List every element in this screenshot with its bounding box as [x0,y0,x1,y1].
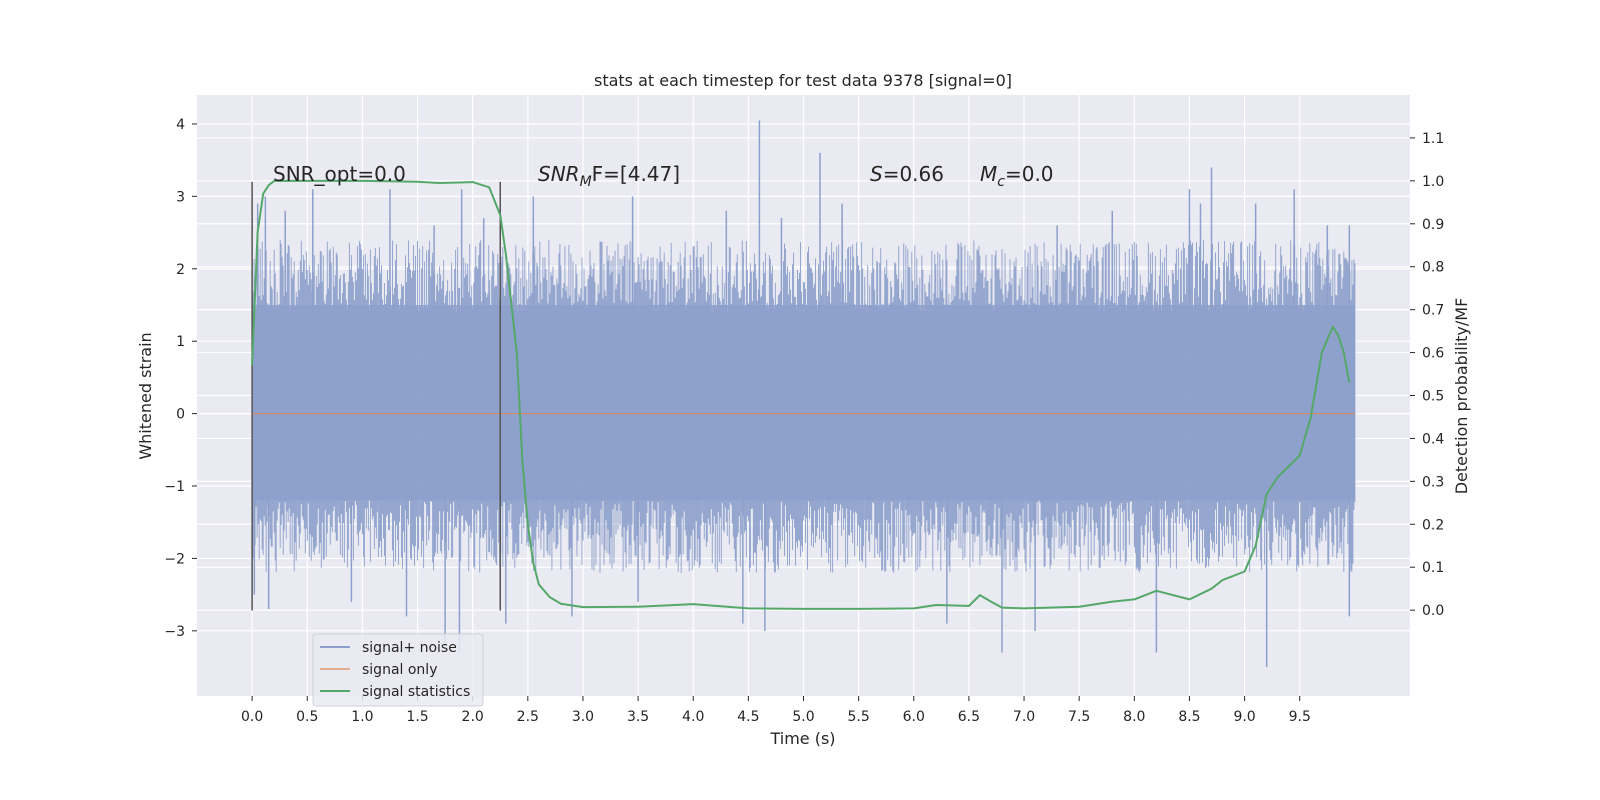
y-tick-label-left: 3 [176,189,185,205]
x-tick-label: 3.5 [627,709,649,725]
y-tick-label-right: 0.8 [1422,260,1444,276]
x-tick-label: 8.5 [1178,709,1200,725]
annotation-s-suffix: =0.66 [883,162,944,186]
x-tick-label: 9.0 [1233,709,1255,725]
y-axis-label-left: Whitened strain [136,332,155,459]
y-tick-label-left: −3 [164,624,185,640]
x-tick-label: 3.0 [572,709,594,725]
annotation-s: S=0.66 [870,162,944,186]
y-tick-label-right: 0.3 [1422,474,1444,490]
annotation-snr-mf-suffix: F=[4.47] [592,162,680,186]
x-tick-label: 4.0 [682,709,704,725]
x-tick-label: 2.5 [517,709,539,725]
annotation-mc-suffix: =0.0 [1005,162,1054,186]
x-tick-label: 7.5 [1068,709,1090,725]
annotation-snr-mf-prefix: SNR [538,162,580,186]
annotation-mc-sub: c [997,174,1005,190]
x-tick-label: 1.5 [406,709,428,725]
legend-box [312,633,484,707]
x-tick-label: 5.0 [792,709,814,725]
y-tick-label-right: 0.2 [1422,517,1444,533]
legend-label-signal-statistics: signal statistics [362,684,470,700]
y-tick-label-right: 0.1 [1422,560,1444,576]
y-tick-label-right: 0.6 [1422,346,1444,362]
x-tick-label: 2.0 [462,709,484,725]
annotation-s-prefix: S [870,162,883,186]
annotation-snr-mf-sub: M [580,174,592,190]
y-tick-label-right: 0.0 [1422,603,1444,619]
annotation-mc-prefix: M [980,162,997,186]
x-tick-label: 6.5 [958,709,980,725]
y-axis-label-right: Detection probability/MF [1452,298,1471,495]
y-tick-label-left: −1 [164,479,185,495]
x-tick-label: 6.0 [903,709,925,725]
y-tick-label-right: 0.7 [1422,303,1444,319]
annotation-snr-opt: SNR_opt=0.0 [273,162,406,186]
y-tick-label-right: 0.5 [1422,389,1444,405]
y-tick-label-right: 0.4 [1422,431,1444,447]
legend-label-signal-noise: signal+ noise [362,640,457,656]
x-tick-label: 0.0 [241,709,263,725]
chart-title: stats at each timestep for test data 937… [594,71,1012,90]
plot-area: 0.0 0.5 1.0 1.5 2.0 2.5 3.0 3.5 4.0 4.5 5.0 5.5 6.0 6… [164,95,1444,725]
legend: signal+ noise signal only signal statist… [312,633,484,707]
x-axis-label: Time (s) [769,729,835,748]
y-tick-label-left: 0 [176,407,185,423]
series-signal-statistics-line [251,179,1351,610]
y-tick-label-left: −2 [164,551,185,567]
y-tick-label-right: 1.0 [1422,174,1444,190]
y-tick-label-left: 4 [176,117,185,133]
x-tick-label: 1.0 [351,709,373,725]
x-tick-label: 7.0 [1013,709,1035,725]
y-tick-label-left: 1 [176,334,185,350]
x-tick-label: 0.5 [296,709,318,725]
x-tick-label: 5.5 [848,709,870,725]
y-tick-label-left: 2 [176,262,185,278]
annotation-mc: Mc=0.0 [980,162,1054,190]
x-tick-label: 8.0 [1123,709,1145,725]
y-tick-label-right: 1.1 [1422,131,1444,147]
legend-label-signal-only: signal only [362,662,437,678]
x-tick-label: 4.5 [737,709,759,725]
x-tick-label: 9.5 [1289,709,1311,725]
y-tick-label-right: 0.9 [1422,217,1444,233]
annotation-snr-mf: SNRMF=[4.47] [538,162,680,190]
